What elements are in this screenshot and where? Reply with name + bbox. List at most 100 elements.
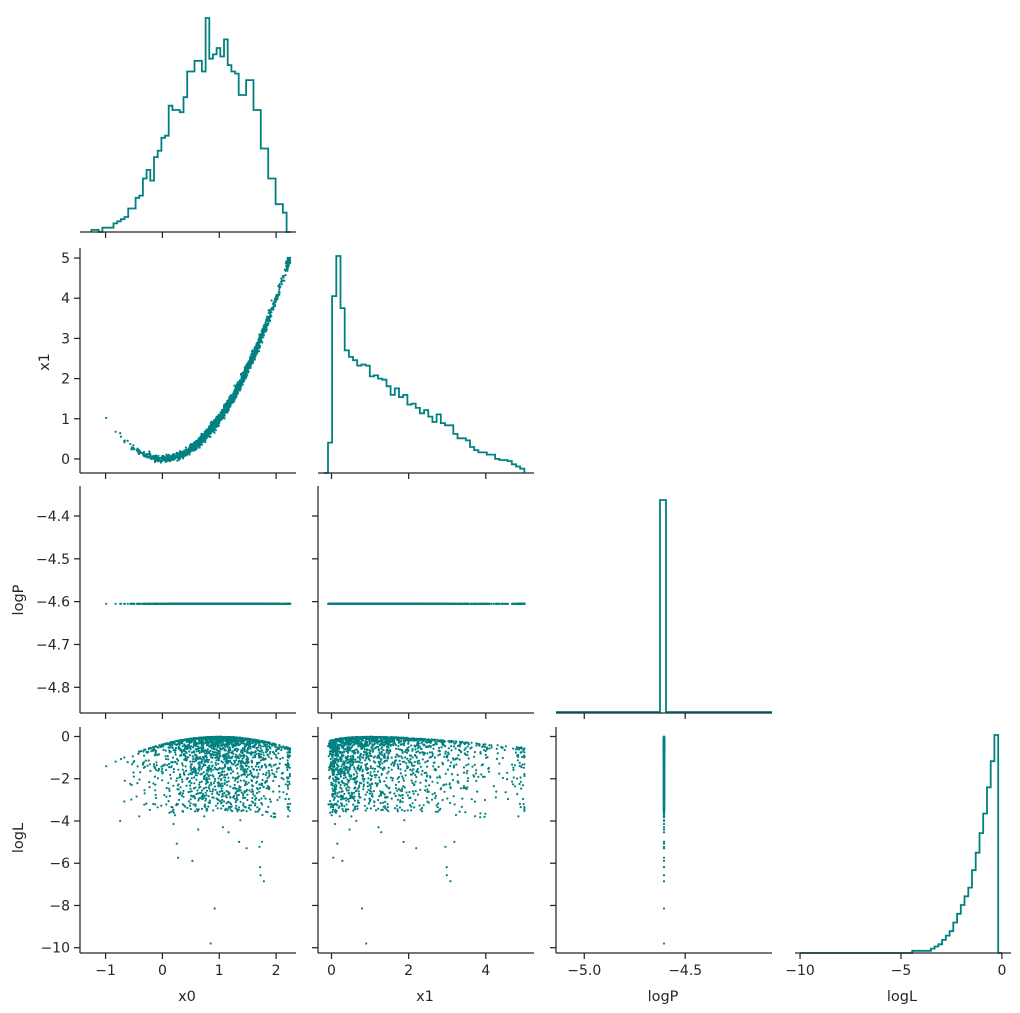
scatter-point xyxy=(176,459,179,462)
scatter-point xyxy=(193,445,196,448)
scatter-point xyxy=(258,334,261,338)
scatter-point xyxy=(188,602,191,605)
scatter-point xyxy=(229,602,232,605)
scatter-point xyxy=(210,424,213,427)
plot-data-layer xyxy=(90,17,1002,954)
scatter-point xyxy=(219,602,222,605)
scatter-point xyxy=(229,397,232,400)
scatter-point xyxy=(284,274,287,277)
histogram-logL xyxy=(800,734,1002,954)
scatter-point xyxy=(244,373,247,376)
scatter-point xyxy=(140,451,143,454)
scatter-point xyxy=(193,447,196,450)
scatter-point xyxy=(243,377,246,380)
scatter-point xyxy=(268,319,271,322)
scatter-point xyxy=(203,435,206,438)
scatter-point xyxy=(241,380,244,383)
scatter-point xyxy=(214,426,217,429)
scatter-point xyxy=(213,602,216,605)
scatter-point xyxy=(278,288,281,291)
scatter-point xyxy=(126,439,129,442)
scatter-point xyxy=(154,457,157,461)
scatter-point xyxy=(252,355,255,358)
scatter-point xyxy=(247,366,250,369)
scatter-point xyxy=(246,362,249,365)
scatter-point xyxy=(185,450,188,453)
scatter-point xyxy=(137,452,141,456)
scatter-logP-vs-x1 xyxy=(327,602,526,605)
scatter-point xyxy=(119,435,123,438)
scatter-point xyxy=(119,432,122,435)
scatter-point xyxy=(250,353,253,356)
scatter-point xyxy=(177,455,180,458)
scatter-point xyxy=(137,602,141,605)
scatter-point xyxy=(248,360,251,363)
scatter-point xyxy=(148,453,151,456)
scatter-point xyxy=(257,343,260,346)
scatter-point xyxy=(156,458,159,461)
scatter-point xyxy=(223,404,227,407)
scatter-point xyxy=(160,457,163,460)
scatter-point xyxy=(231,398,234,401)
scatter-point xyxy=(274,304,277,308)
scatter-point xyxy=(284,602,287,605)
scatter-point xyxy=(193,441,196,444)
scatter-point xyxy=(268,316,271,320)
scatter-point xyxy=(216,425,219,428)
scatter-point xyxy=(186,452,189,455)
scatter-point xyxy=(202,433,205,436)
scatter-point xyxy=(209,435,212,438)
scatter-point xyxy=(202,440,205,443)
scatter-point xyxy=(203,430,206,434)
scatter-point xyxy=(209,421,212,424)
scatter-point xyxy=(155,454,158,457)
scatter-point xyxy=(272,307,275,310)
scatter-point xyxy=(197,602,200,605)
scatter-point xyxy=(239,602,242,605)
scatter-point xyxy=(193,602,196,605)
scatter-point xyxy=(160,602,163,605)
scatter-point xyxy=(238,389,241,392)
scatter-point xyxy=(195,602,198,605)
scatter-point xyxy=(286,260,289,263)
scatter-point xyxy=(174,456,177,459)
scatter-point xyxy=(184,446,187,449)
scatter-point xyxy=(145,456,148,459)
scatter-point xyxy=(168,459,171,462)
scatter-point xyxy=(236,385,239,388)
scatter-point xyxy=(281,274,284,278)
scatter-point xyxy=(286,265,289,268)
scatter-point xyxy=(270,299,273,302)
scatter-point xyxy=(165,602,168,605)
scatter-point xyxy=(161,455,164,458)
scatter-point xyxy=(229,399,232,402)
scatter-point xyxy=(206,602,209,605)
scatter-point xyxy=(126,602,129,605)
scatter-x1-vs-x0 xyxy=(105,256,292,464)
scatter-point xyxy=(143,455,146,458)
scatter-point xyxy=(143,602,146,605)
scatter-point xyxy=(222,412,225,415)
scatter-point xyxy=(261,332,264,336)
scatter-point xyxy=(199,441,202,444)
scatter-point xyxy=(129,443,132,446)
scatter-point xyxy=(243,602,246,605)
scatter-point xyxy=(256,341,260,344)
scatter-point xyxy=(227,399,230,402)
scatter-point xyxy=(277,285,281,288)
scatter-point xyxy=(119,602,123,605)
scatter-point xyxy=(129,602,132,605)
scatter-point xyxy=(205,428,208,431)
scatter-point xyxy=(217,422,221,425)
scatter-point xyxy=(261,602,264,605)
scatter-point xyxy=(171,602,174,605)
scatter-point xyxy=(123,602,126,605)
scatter-point xyxy=(224,409,227,412)
scatter-point xyxy=(181,453,184,456)
scatter-point xyxy=(226,405,229,408)
scatter-point xyxy=(105,602,108,605)
histogram-logP xyxy=(556,499,772,713)
scatter-point xyxy=(200,432,203,435)
scatter-point xyxy=(237,383,240,386)
